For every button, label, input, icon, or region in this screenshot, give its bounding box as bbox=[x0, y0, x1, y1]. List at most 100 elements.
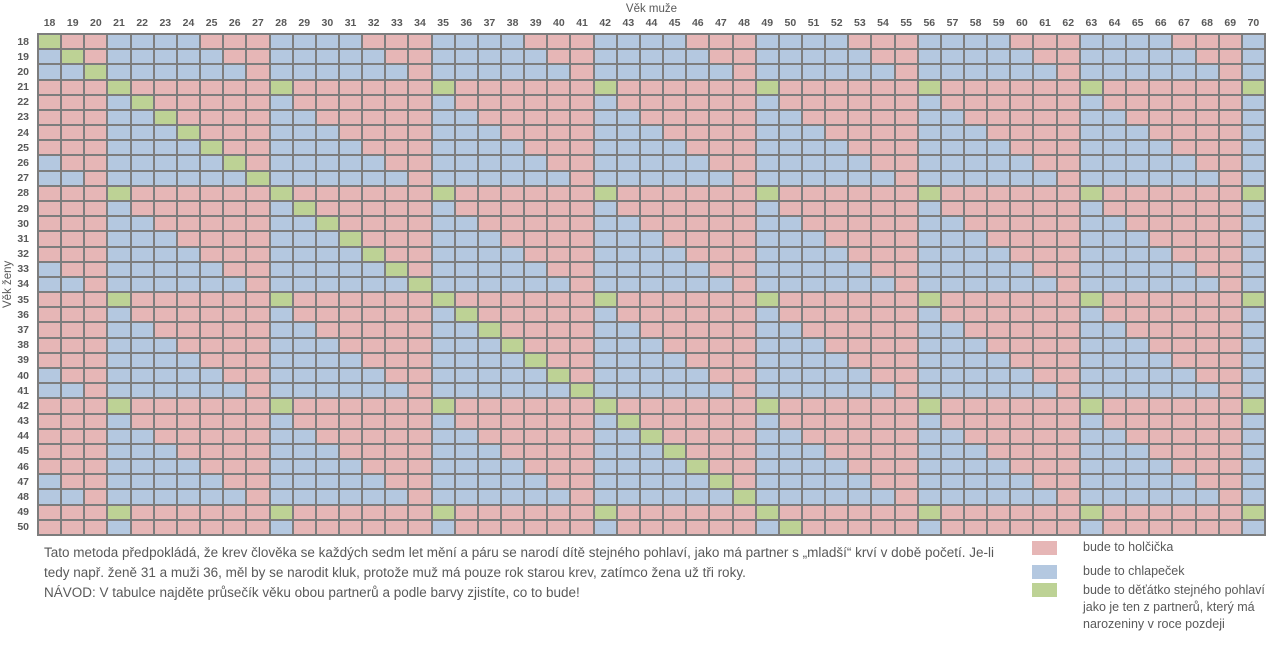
grid-cell bbox=[1196, 217, 1218, 231]
grid-cell bbox=[502, 505, 524, 519]
grid-cell bbox=[363, 126, 385, 140]
grid-cell bbox=[1034, 338, 1056, 352]
grid-cell bbox=[224, 201, 246, 216]
grid-cell bbox=[293, 186, 315, 200]
grid-cell bbox=[363, 353, 385, 367]
grid-cell bbox=[710, 247, 732, 261]
grid-cell bbox=[1196, 232, 1218, 246]
grid-cell bbox=[62, 65, 84, 79]
grid-cell bbox=[1011, 353, 1033, 367]
grid-cell bbox=[1219, 444, 1241, 459]
grid-cell bbox=[455, 368, 477, 383]
grid-cell bbox=[895, 201, 917, 216]
grid-cell bbox=[363, 505, 385, 519]
grid-cell bbox=[872, 293, 894, 307]
grid-cell bbox=[872, 444, 894, 459]
grid-cell bbox=[849, 444, 871, 459]
grid-cell bbox=[710, 141, 732, 155]
grid-cell bbox=[39, 126, 61, 140]
grid-cell bbox=[849, 35, 871, 49]
grid-cell bbox=[710, 368, 732, 383]
grid-cell bbox=[1103, 35, 1126, 49]
grid-cell bbox=[525, 80, 547, 94]
grid-cell bbox=[571, 217, 593, 231]
grid-cell bbox=[432, 384, 454, 398]
grid-cell bbox=[965, 475, 987, 489]
row-age-label: 33 bbox=[17, 263, 29, 276]
grid-cell bbox=[895, 141, 917, 155]
grid-cell bbox=[247, 444, 269, 459]
grid-cell bbox=[1127, 293, 1149, 307]
grid-cell bbox=[988, 490, 1010, 504]
grid-cell bbox=[1103, 384, 1126, 398]
grid-cell bbox=[1219, 429, 1241, 443]
grid-cell bbox=[1034, 217, 1056, 231]
grid-cell bbox=[687, 65, 709, 79]
grid-cell bbox=[918, 293, 940, 307]
column-age-label: 69 bbox=[1224, 17, 1237, 29]
grid-cell bbox=[756, 505, 778, 519]
grid-cell bbox=[293, 414, 315, 428]
grid-cell bbox=[548, 217, 570, 231]
grid-cell bbox=[687, 323, 709, 337]
grid-cell bbox=[386, 323, 408, 337]
grid-cell bbox=[177, 323, 200, 337]
grid-cell bbox=[525, 141, 547, 155]
grid-cell bbox=[849, 368, 871, 383]
grid-cell bbox=[131, 520, 153, 534]
grid-cell bbox=[826, 353, 848, 367]
grid-cell bbox=[154, 201, 176, 216]
grid-cell bbox=[478, 414, 501, 428]
grid-cell bbox=[293, 201, 315, 216]
grid-cell bbox=[1080, 475, 1102, 489]
grid-cell bbox=[1057, 141, 1079, 155]
grid-cell bbox=[872, 414, 894, 428]
grid-cell bbox=[756, 429, 778, 443]
grid-cell bbox=[386, 368, 408, 383]
grid-cell bbox=[802, 247, 825, 261]
grid-cell bbox=[270, 186, 292, 200]
grid-cell bbox=[339, 460, 362, 474]
grid-cell bbox=[687, 460, 709, 474]
grid-cell bbox=[1034, 308, 1056, 322]
grid-cell bbox=[339, 490, 362, 504]
grid-cell bbox=[1034, 323, 1056, 337]
grid-cell bbox=[1011, 308, 1033, 322]
grid-cell bbox=[455, 475, 477, 489]
grid-cell bbox=[988, 505, 1010, 519]
grid-cell bbox=[478, 232, 501, 246]
grid-cell bbox=[849, 50, 871, 64]
grid-cell bbox=[687, 384, 709, 398]
grid-cell bbox=[594, 110, 616, 125]
grid-cell bbox=[478, 444, 501, 459]
grid-cell bbox=[548, 353, 570, 367]
grid-cell bbox=[779, 429, 801, 443]
grid-cell bbox=[154, 323, 176, 337]
grid-cell bbox=[1011, 95, 1033, 109]
grid-cell bbox=[756, 186, 778, 200]
grid-cell bbox=[617, 384, 639, 398]
grid-cell bbox=[386, 277, 408, 292]
grid-cell bbox=[409, 293, 431, 307]
grid-cell bbox=[594, 520, 616, 534]
grid-cell bbox=[779, 384, 801, 398]
grid-cell bbox=[617, 505, 639, 519]
grid-cell bbox=[640, 156, 663, 170]
column-age-label: 43 bbox=[622, 17, 635, 29]
grid-cell bbox=[710, 490, 732, 504]
grid-cell bbox=[478, 505, 501, 519]
grid-cell bbox=[826, 65, 848, 79]
grid-cell bbox=[1242, 505, 1264, 519]
grid-cell bbox=[733, 186, 755, 200]
grid-cell bbox=[108, 444, 130, 459]
grid-cell bbox=[1011, 50, 1033, 64]
grid-cell bbox=[1103, 186, 1126, 200]
grid-cell bbox=[62, 323, 84, 337]
grid-cell bbox=[756, 277, 778, 292]
grid-cell bbox=[316, 186, 338, 200]
grid-cell bbox=[432, 414, 454, 428]
grid-cell bbox=[756, 414, 778, 428]
grid-cell bbox=[247, 293, 269, 307]
column-age-labels: 18 19 20 21 22 23 24 25 26 27 28 29 30 31 32 33 34 35 36 37… bbox=[37, 17, 1266, 30]
grid-cell bbox=[224, 217, 246, 231]
